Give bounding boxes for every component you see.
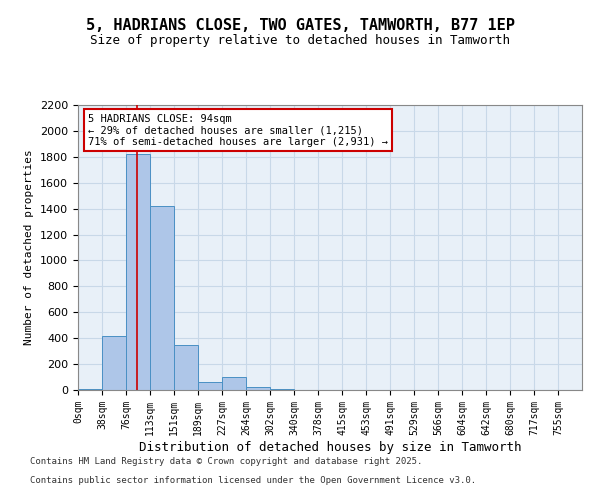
Bar: [126, 154, 150, 390]
Bar: [102, 336, 126, 390]
Text: Contains HM Land Registry data © Crown copyright and database right 2025.: Contains HM Land Registry data © Crown c…: [30, 458, 422, 466]
Bar: [246, 387, 270, 390]
Text: Contains public sector information licensed under the Open Government Licence v3: Contains public sector information licen…: [30, 476, 476, 485]
Text: 5 HADRIANS CLOSE: 94sqm
← 29% of detached houses are smaller (1,215)
71% of semi: 5 HADRIANS CLOSE: 94sqm ← 29% of detache…: [88, 114, 388, 147]
X-axis label: Distribution of detached houses by size in Tamworth: Distribution of detached houses by size …: [139, 440, 521, 454]
Y-axis label: Number of detached properties: Number of detached properties: [25, 150, 34, 346]
Text: 5, HADRIANS CLOSE, TWO GATES, TAMWORTH, B77 1EP: 5, HADRIANS CLOSE, TWO GATES, TAMWORTH, …: [86, 18, 514, 32]
Bar: [150, 206, 174, 390]
Bar: [222, 377, 246, 390]
Text: Size of property relative to detached houses in Tamworth: Size of property relative to detached ho…: [90, 34, 510, 47]
Bar: [174, 344, 198, 390]
Bar: [198, 382, 222, 390]
